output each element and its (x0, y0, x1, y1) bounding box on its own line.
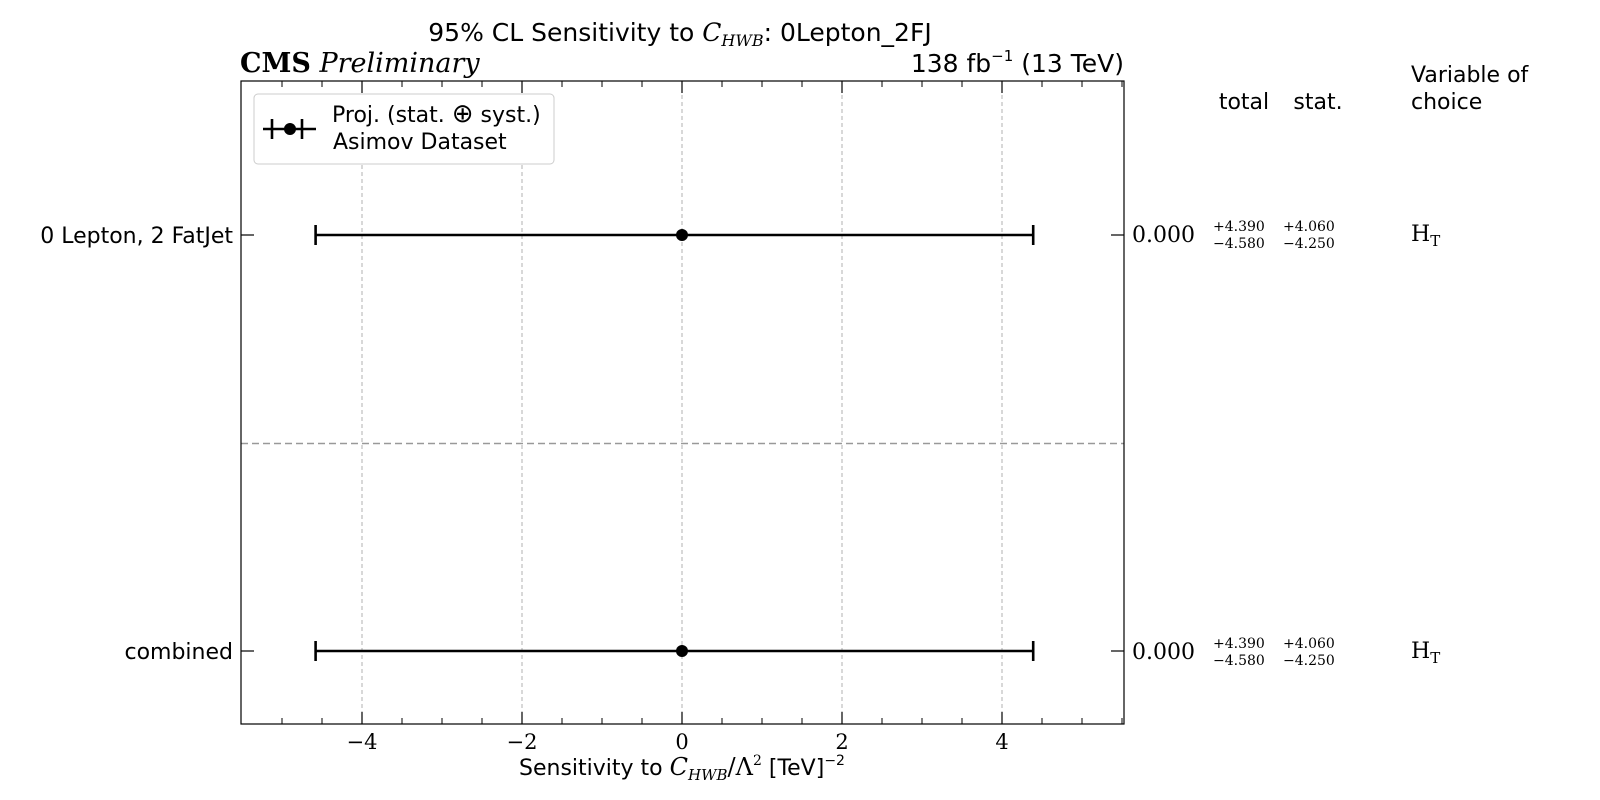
stat-header: stat. (1293, 90, 1342, 115)
legend-box (253, 93, 555, 165)
variable-value: HT (1411, 639, 1440, 667)
central-value: 0.000 (1132, 640, 1195, 665)
stat-down: −4.250 (1283, 653, 1335, 669)
legend-marker (284, 123, 296, 135)
stat-down: −4.250 (1283, 236, 1335, 252)
central-marker (676, 229, 688, 241)
marks-layer (314, 225, 1035, 661)
variable-header-line1: Variable of (1411, 63, 1530, 88)
x-tick-label: −2 (507, 730, 538, 754)
chart-title: 95% CL Sensitivity to CHWB: 0Lepton_2FJ (428, 18, 931, 50)
x-tick-label: 0 (675, 730, 688, 754)
total-down: −4.580 (1213, 236, 1265, 252)
experiment-label: CMS Preliminary (240, 48, 480, 79)
stat-up: +4.060 (1283, 636, 1335, 652)
x-tick-label: −4 (347, 730, 378, 754)
total-up: +4.390 (1213, 219, 1265, 235)
row-annotation: 0.000 +4.390 −4.580 +4.060 −4.250 HT (1132, 219, 1440, 252)
variable-value: HT (1411, 222, 1440, 250)
central-marker (676, 645, 688, 657)
variable-header-line2: choice (1411, 90, 1482, 115)
x-tick-label: 4 (995, 730, 1008, 754)
category-label: combined (124, 640, 233, 665)
total-header: total (1219, 90, 1269, 115)
central-value: 0.000 (1132, 223, 1195, 248)
stat-up: +4.060 (1283, 219, 1335, 235)
total-down: −4.580 (1213, 653, 1265, 669)
plot-frame (240, 80, 1125, 725)
legend: Proj. (stat. ⊕ syst.) Asimov Dataset (253, 93, 555, 165)
total-up: +4.390 (1213, 636, 1265, 652)
x-tick-label: 2 (835, 730, 848, 754)
legend-line2: Asimov Dataset (333, 130, 507, 155)
x-axis-label: Sensitivity to CHWB/Λ2 [TeV]−2 (519, 753, 845, 784)
grid-layer (361, 81, 1003, 724)
row-annotation: 0.000 +4.390 −4.580 +4.060 −4.250 HT (1132, 636, 1440, 669)
lumi-label: 138 fb−1 (13 TeV) (911, 47, 1124, 78)
tick-layer: −4 −2 0 2 4 0 Lepton, 2 FatJet combined (40, 81, 1124, 754)
category-label: 0 Lepton, 2 FatJet (40, 224, 233, 249)
legend-line1: Proj. (stat. ⊕ syst.) (332, 99, 541, 129)
